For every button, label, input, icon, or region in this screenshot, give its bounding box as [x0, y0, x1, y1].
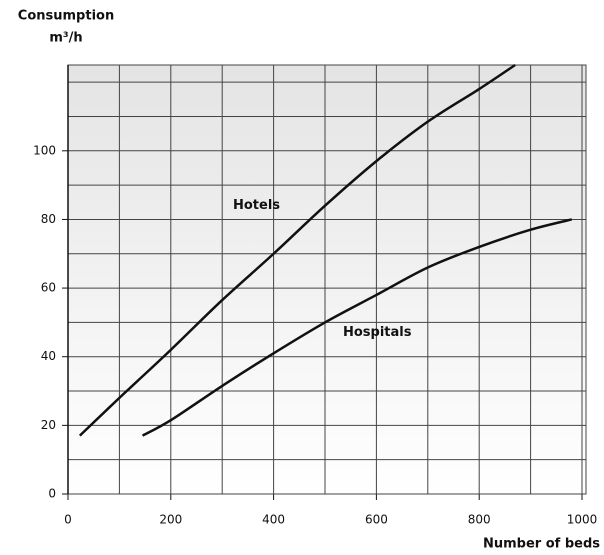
y-tick-label: 100: [33, 143, 56, 157]
x-tick-label: 1000: [567, 513, 598, 527]
plot-area: [68, 65, 586, 494]
y-axis-title: m³/h: [49, 31, 82, 46]
line: [78, 63, 516, 437]
y-tick-label: 60: [41, 281, 56, 295]
line: [141, 218, 573, 437]
x-tick-label: 800: [468, 513, 491, 527]
y-tick-label: 80: [41, 212, 56, 226]
y-tick-label: 20: [41, 418, 56, 432]
y-tick-label: 40: [41, 349, 56, 363]
series-label: Hotels: [233, 198, 280, 213]
x-axis-title: Number of beds: [483, 537, 600, 552]
series-label: Hospitals: [343, 325, 412, 340]
y-axis-title: Consumption: [18, 9, 114, 24]
x-tick-label: 600: [365, 513, 388, 527]
x-tick-label: 400: [262, 513, 285, 527]
y-tick-label: 0: [48, 487, 56, 501]
x-tick-label: 0: [64, 513, 72, 527]
x-tick-label: 200: [159, 513, 182, 527]
